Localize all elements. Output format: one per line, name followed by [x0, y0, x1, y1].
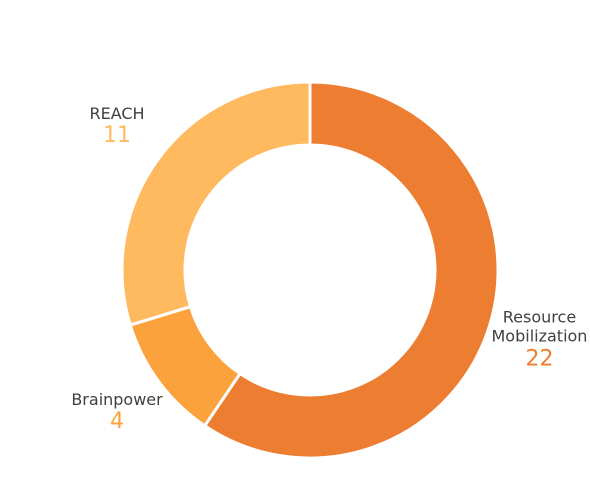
slice-label: Resource Mobilization 22: [469, 308, 590, 373]
value-label: 4: [110, 409, 125, 435]
slice-label: REACH 11: [47, 104, 187, 150]
donut-slice: [202, 80, 500, 460]
donut-slice: [120, 80, 312, 327]
category-label: Brainpower: [71, 389, 163, 409]
slice-label: Brainpower 4: [47, 390, 187, 436]
category-label: Resource Mobilization: [491, 307, 588, 347]
value-label: 11: [103, 123, 132, 149]
category-label: REACH: [89, 104, 145, 124]
value-label: 22: [525, 346, 554, 372]
